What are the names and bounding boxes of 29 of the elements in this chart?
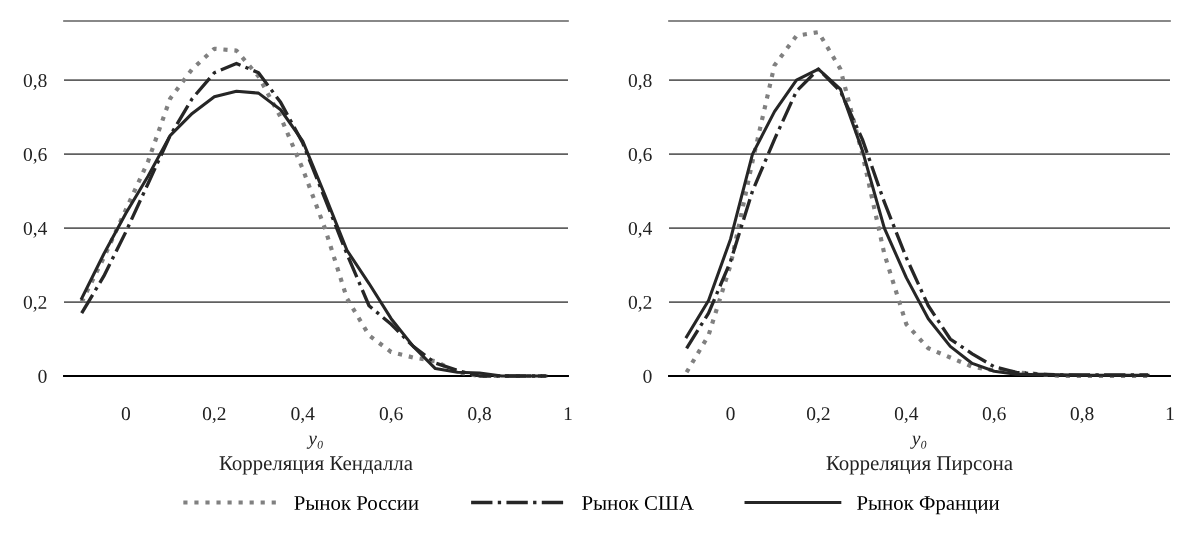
x-tick-label: 0,6 [379, 407, 403, 424]
x-tick-label: 0 [121, 407, 131, 421]
legend-label: Рынок Франции [857, 496, 1000, 515]
y-tick-label: 0 [643, 369, 652, 383]
x-tick-label: 0 [726, 407, 735, 421]
legend-label: Рынок США [582, 496, 694, 511]
x-axis-title: y₀ [910, 435, 927, 449]
x-tick-label: 0,8 [1070, 407, 1094, 424]
y-tick-label: 0,4 [23, 221, 48, 238]
text: Корреляция Кендалла [219, 456, 413, 475]
x-tick-label: 0,4 [894, 407, 919, 424]
text: Корреляция Пирсона [826, 456, 1013, 475]
legend-label: Рынок России [294, 496, 419, 511]
y-tick-label: 0 [38, 369, 47, 383]
y-tick-label: 0,2 [23, 295, 47, 312]
x-tick-label: 0,6 [982, 407, 1006, 424]
y-tick-label: 0,8 [628, 73, 652, 90]
x-tick-label: 0,2 [202, 407, 226, 424]
y-tick-label: 0,6 [23, 147, 47, 164]
y-tick-label: 0,4 [628, 221, 653, 238]
y-tick-label: 0,2 [628, 295, 652, 312]
x-tick-label: 1 [564, 407, 572, 421]
x-tick-label: 1 [1166, 407, 1174, 421]
y-tick-label: 0,6 [628, 147, 652, 164]
x-axis-title: y₀ [306, 435, 323, 449]
x-tick-label: 0,2 [807, 407, 830, 424]
x-tick-label: 0,8 [468, 407, 491, 424]
y-tick-label: 0,8 [23, 73, 47, 90]
x-tick-label: 0,4 [291, 407, 315, 424]
